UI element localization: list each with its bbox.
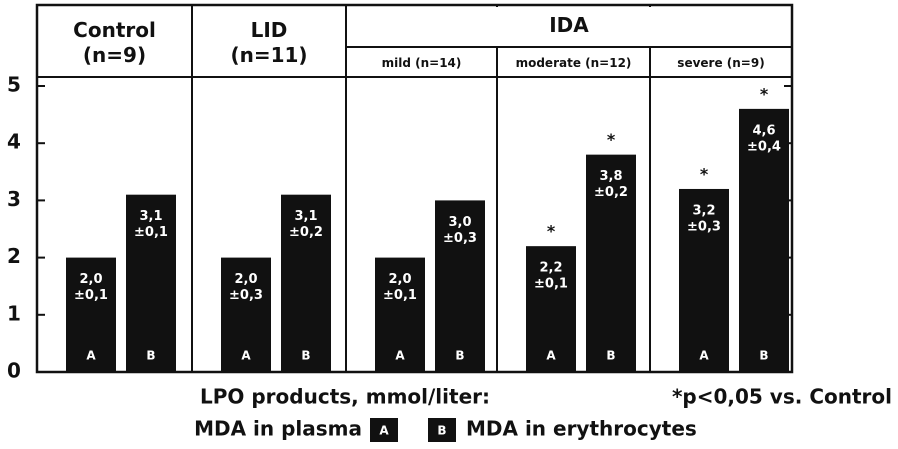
error-label: ±0,1 — [383, 288, 417, 303]
significance-marker: * — [700, 164, 709, 183]
legend-letter: B — [437, 424, 446, 438]
bar-letter: B — [606, 349, 615, 363]
value-label: 2,0 — [388, 272, 411, 287]
y-tick-label: 1 — [7, 301, 21, 325]
bar-letter: A — [86, 349, 96, 363]
y-tick-label: 5 — [7, 73, 21, 97]
bar — [586, 154, 636, 372]
bar-letter: B — [759, 349, 768, 363]
bar — [126, 194, 176, 372]
error-label: ±0,2 — [594, 185, 628, 200]
value-label: 3,1 — [139, 209, 162, 224]
bar — [221, 257, 271, 372]
bar-letter: B — [146, 349, 155, 363]
legend-letter: A — [379, 424, 389, 438]
group-header: IDA — [549, 13, 589, 37]
error-label: ±0,3 — [229, 288, 263, 303]
error-label: ±0,4 — [747, 139, 781, 154]
value-label: 2,0 — [79, 272, 102, 287]
bar — [679, 188, 729, 372]
y-tick-label: 0 — [7, 359, 21, 383]
column-header: LID (n=11) — [230, 18, 308, 67]
error-label: ±0,1 — [134, 225, 168, 240]
bar-letter: A — [699, 349, 709, 363]
legend-label: MDA in erythrocytes — [466, 417, 697, 441]
bar — [739, 108, 789, 372]
annotation: *p<0,05 vs. Control — [672, 385, 892, 409]
header-cover — [495, 7, 499, 46]
bar — [435, 200, 485, 372]
y-tick-label: 3 — [7, 187, 21, 211]
error-label: ±0,3 — [443, 231, 477, 246]
bar-letter: B — [455, 349, 464, 363]
y-tick-label: 4 — [7, 130, 21, 154]
error-label: ±0,1 — [534, 277, 568, 292]
value-label: 3,8 — [599, 169, 622, 184]
legend-swatch — [428, 418, 456, 442]
significance-marker: * — [607, 130, 616, 149]
header-cover — [648, 7, 652, 46]
bar — [375, 257, 425, 372]
value-label: 2,0 — [234, 272, 257, 287]
y-axis-label: LPO products, mmol/liter: — [200, 385, 490, 409]
bar — [281, 194, 331, 372]
significance-marker: * — [547, 222, 556, 241]
error-label: ±0,1 — [74, 288, 108, 303]
value-label: 3,1 — [294, 209, 317, 224]
value-label: 3,2 — [692, 203, 715, 218]
error-label: ±0,2 — [289, 225, 323, 240]
bar-letter: A — [241, 349, 251, 363]
error-label: ±0,3 — [687, 219, 721, 234]
sub-header: mild (n=14) — [381, 56, 462, 70]
bar-letter: B — [301, 349, 310, 363]
bar-letter: A — [395, 349, 405, 363]
legend-swatch — [370, 418, 398, 442]
value-label: 2,2 — [539, 261, 562, 276]
value-label: 3,0 — [448, 215, 471, 230]
bar — [66, 257, 116, 372]
sub-header: severe (n=9) — [677, 56, 765, 70]
y-tick-label: 2 — [7, 244, 21, 268]
value-label: 4,6 — [752, 123, 775, 138]
bar-letter: A — [546, 349, 556, 363]
significance-marker: * — [760, 84, 769, 103]
legend-label: MDA in plasma — [194, 417, 362, 441]
column-header: Control (n=9) — [73, 18, 156, 67]
bar — [526, 246, 576, 372]
sub-header: moderate (n=12) — [515, 56, 632, 70]
